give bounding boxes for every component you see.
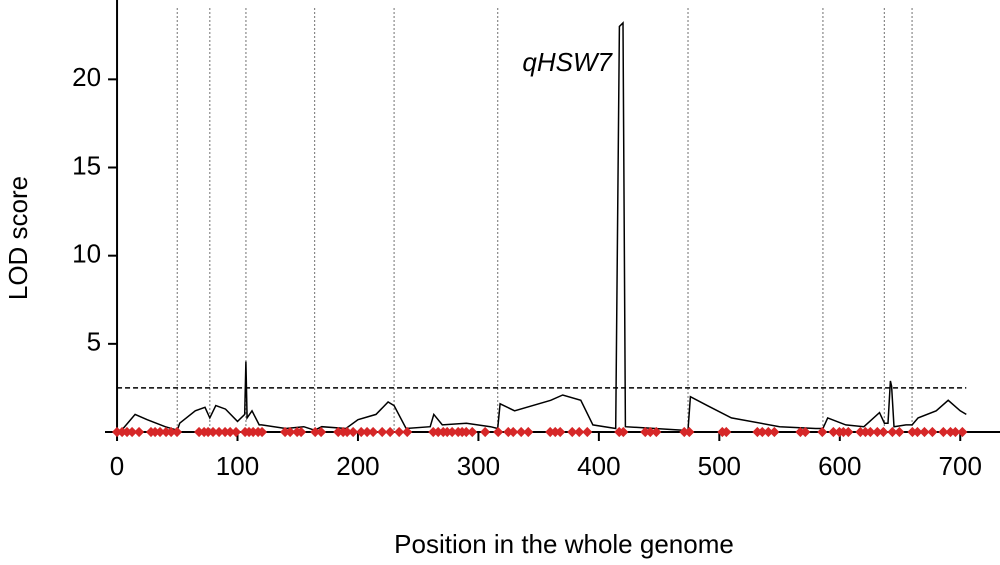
y-tick-label: 15 — [72, 150, 101, 180]
marker — [894, 426, 905, 438]
marker — [493, 426, 504, 438]
marker — [402, 426, 413, 438]
y-tick-label: 5 — [87, 327, 101, 357]
marker — [919, 426, 930, 438]
marker — [348, 426, 359, 438]
marker — [257, 426, 268, 438]
y-axis-label: LOD score — [3, 176, 33, 300]
marker — [582, 426, 593, 438]
marker — [480, 426, 491, 438]
marker — [721, 426, 732, 438]
marker — [865, 426, 876, 438]
marker — [516, 426, 527, 438]
marker — [567, 426, 578, 438]
marker — [618, 426, 629, 438]
marker — [316, 426, 327, 438]
x-tick-label: 500 — [698, 451, 741, 481]
marker — [385, 426, 396, 438]
marker — [285, 426, 296, 438]
x-axis-label: Position in the whole genome — [394, 529, 734, 559]
marker — [912, 426, 923, 438]
marker — [134, 426, 145, 438]
marker — [555, 426, 566, 438]
marker — [508, 426, 519, 438]
annotation: qHSW7 — [522, 47, 613, 77]
y-tick-label: 20 — [72, 62, 101, 92]
marker — [938, 426, 949, 438]
lod-curve — [116, 21, 967, 433]
marker — [878, 426, 889, 438]
marker — [817, 426, 828, 438]
x-tick-label: 300 — [457, 451, 500, 481]
marker — [377, 426, 388, 438]
marker — [171, 426, 183, 438]
marker — [843, 426, 854, 438]
x-tick-label: 600 — [818, 451, 861, 481]
marker — [230, 426, 242, 438]
marker — [887, 426, 898, 438]
x-tick-label: 400 — [577, 451, 620, 481]
marker — [394, 426, 405, 438]
marker — [127, 426, 138, 438]
marker — [523, 426, 534, 438]
marker — [368, 426, 379, 438]
marker — [950, 426, 961, 438]
marker — [651, 426, 662, 438]
y-tick-label: 10 — [72, 239, 101, 269]
x-tick-label: 100 — [216, 451, 259, 481]
marker — [957, 426, 968, 438]
marker — [467, 426, 478, 438]
marker — [927, 426, 938, 438]
marker — [684, 426, 695, 438]
x-tick-label: 700 — [939, 451, 982, 481]
marker — [800, 426, 811, 438]
x-tick-label: 0 — [110, 451, 124, 481]
marker — [769, 426, 780, 438]
marker — [296, 426, 307, 438]
marker — [574, 426, 585, 438]
x-tick-label: 200 — [336, 451, 379, 481]
